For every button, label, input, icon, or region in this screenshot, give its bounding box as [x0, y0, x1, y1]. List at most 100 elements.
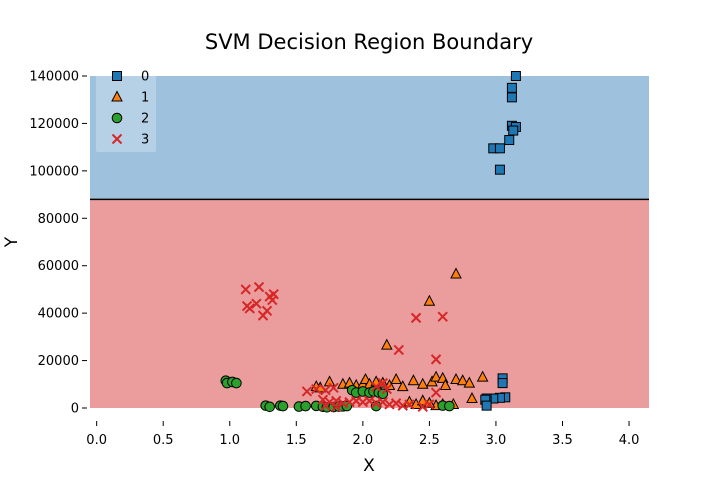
- y-axis-ticks: 0 20000 40000 60000 80000 100000 120000 140000: [29, 70, 87, 417]
- data-point-class-3: [417, 401, 428, 413]
- y-tick-label: 80000: [38, 212, 79, 227]
- data-point-class-3: [261, 305, 273, 316]
- x-tick-label: 2.0: [353, 433, 374, 448]
- x-tick-label: 3.5: [552, 433, 573, 448]
- x-tick-label: 1.0: [219, 433, 240, 448]
- y-tick-label: 120000: [29, 117, 79, 132]
- data-point-class-3: [328, 382, 339, 394]
- data-point-class-3: [244, 303, 255, 314]
- data-point-class-1: [456, 374, 469, 386]
- data-point-class-1: [407, 374, 420, 386]
- legend-label-0: 0: [141, 70, 149, 85]
- x-tick-label: 2.5: [419, 433, 440, 448]
- legend-label-3: 3: [141, 133, 149, 148]
- legend-entry-2: 2: [111, 112, 149, 127]
- data-point-class-3: [430, 354, 442, 365]
- decision-region-3: [90, 199, 649, 408]
- series-0: [480, 71, 521, 411]
- data-point-class-1: [476, 370, 489, 382]
- data-point-class-1: [450, 267, 462, 279]
- data-point-class-1: [466, 391, 478, 404]
- legend-marker-3: [111, 133, 123, 145]
- y-tick-label: 20000: [38, 354, 79, 369]
- data-point-class-3: [317, 394, 329, 405]
- data-point-class-2: [277, 400, 289, 412]
- data-point-class-1: [396, 380, 409, 392]
- legend-entry-3: 3: [111, 133, 149, 148]
- data-point-class-3: [311, 383, 322, 395]
- data-point-class-0: [510, 71, 521, 81]
- data-point-class-0: [508, 125, 519, 136]
- series-2: [220, 375, 455, 413]
- data-point-class-3: [381, 383, 393, 395]
- data-point-class-1: [463, 376, 476, 388]
- data-point-class-3: [251, 298, 262, 309]
- legend-label-2: 2: [141, 112, 149, 127]
- data-point-class-1: [380, 338, 393, 350]
- legend-marker-0: [112, 71, 122, 81]
- data-point-class-1: [450, 372, 462, 385]
- data-point-class-3: [267, 294, 278, 306]
- data-point-class-2: [264, 401, 275, 413]
- legend-label-1: 1: [141, 91, 149, 106]
- data-point-class-0: [506, 82, 517, 93]
- x-axis-ticks: 0.0 0.5 1.0 1.5 2.0 2.5 3.0 3.5 4.0: [86, 421, 639, 448]
- data-point-class-3: [331, 401, 342, 413]
- series-3: [240, 281, 448, 413]
- y-tick-label: 140000: [29, 70, 79, 85]
- data-point-class-2: [300, 400, 311, 412]
- x-tick-label: 3.0: [486, 433, 507, 448]
- y-tick-label: 0: [71, 402, 79, 417]
- decision-region-0: [90, 76, 649, 200]
- data-point-class-3: [393, 344, 404, 356]
- legend: 0 1 2 3: [96, 66, 156, 152]
- y-tick-label: 60000: [38, 259, 79, 274]
- data-point-class-3: [390, 398, 402, 409]
- y-tick-label: 100000: [29, 164, 79, 179]
- data-point-class-2: [231, 377, 242, 389]
- x-tick-label: 4.0: [619, 433, 640, 448]
- y-axis-label: Y: [2, 236, 22, 248]
- decision-regions: [90, 76, 649, 408]
- data-point-class-1: [416, 377, 429, 389]
- data-point-class-3: [430, 387, 442, 398]
- data-point-class-0: [504, 135, 515, 146]
- legend-entry-1: 1: [111, 90, 149, 106]
- data-point-class-0: [497, 378, 508, 389]
- data-point-class-3: [364, 395, 375, 407]
- data-point-class-3: [301, 386, 313, 397]
- x-axis-label: X: [363, 456, 375, 476]
- x-tick-label: 1.5: [286, 433, 307, 448]
- legend-marker-2: [111, 112, 123, 124]
- data-point-class-1: [430, 370, 442, 382]
- data-point-class-3: [253, 281, 265, 293]
- data-point-class-3: [320, 385, 331, 396]
- data-point-class-3: [370, 381, 382, 392]
- y-tick-label: 40000: [38, 307, 79, 322]
- data-point-class-3: [437, 311, 448, 322]
- legend-box: [96, 66, 156, 152]
- data-point-class-1: [423, 294, 436, 306]
- data-point-class-3: [240, 284, 251, 295]
- legend-marker-1: [111, 90, 123, 102]
- data-point-class-0: [481, 400, 492, 411]
- x-tick-label: 0.0: [86, 433, 107, 448]
- data-point-class-1: [390, 372, 402, 385]
- data-point-class-3: [404, 399, 415, 410]
- legend-entry-0: 0: [112, 70, 149, 85]
- data-point-class-3: [320, 400, 331, 411]
- x-tick-label: 0.5: [153, 433, 174, 448]
- data-point-class-3: [377, 377, 389, 389]
- data-points: [220, 71, 521, 413]
- data-point-class-2: [370, 400, 382, 412]
- data-point-class-0: [494, 143, 505, 154]
- data-point-class-3: [410, 312, 422, 324]
- data-point-class-2: [444, 400, 455, 412]
- data-point-class-3: [377, 396, 389, 408]
- data-point-class-1: [439, 378, 452, 390]
- chart-title: SVM Decision Region Boundary: [205, 30, 533, 54]
- data-point-class-0: [494, 164, 505, 175]
- data-point-class-3: [424, 399, 435, 410]
- data-point-class-0: [506, 92, 517, 103]
